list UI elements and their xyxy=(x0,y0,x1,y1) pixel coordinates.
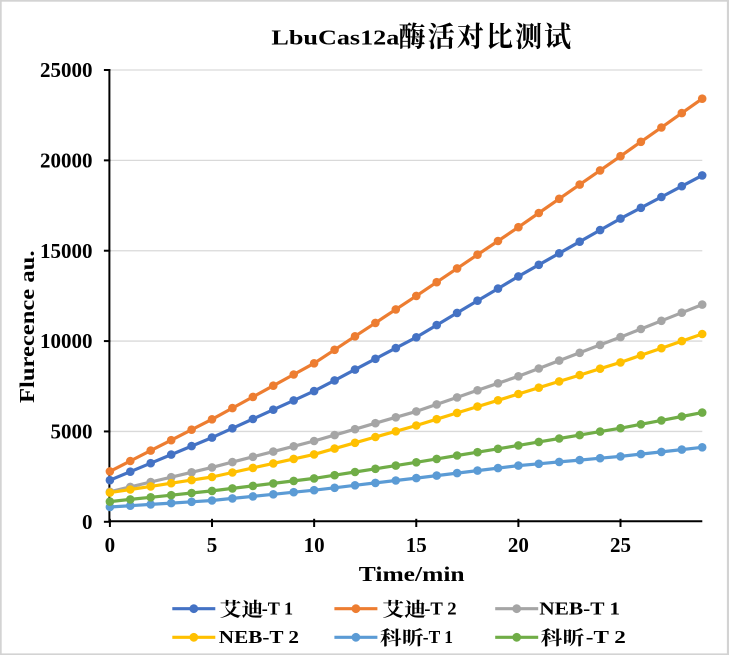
svg-text:5000: 5000 xyxy=(51,420,93,444)
svg-text:0: 0 xyxy=(105,533,116,557)
svg-text:20000: 20000 xyxy=(40,149,93,173)
svg-text:10000: 10000 xyxy=(40,329,93,353)
svg-text:-T 1: -T 1 xyxy=(262,599,293,619)
svg-text:Time/min: Time/min xyxy=(359,563,465,586)
svg-text:15: 15 xyxy=(406,533,427,557)
svg-text:-T 1: -T 1 xyxy=(423,627,453,647)
svg-text:-T 2: -T 2 xyxy=(424,599,456,619)
svg-text:0: 0 xyxy=(82,510,93,534)
svg-text:20: 20 xyxy=(508,533,529,557)
svg-text:LbuCas12a: LbuCas12a xyxy=(271,27,399,50)
svg-text:10: 10 xyxy=(304,533,325,557)
svg-text:NEB-T 2: NEB-T 2 xyxy=(219,628,299,647)
svg-text:NEB-T 1: NEB-T 1 xyxy=(539,599,620,619)
svg-text:25000: 25000 xyxy=(40,58,93,82)
svg-text:5: 5 xyxy=(207,533,218,557)
svg-text:Flurecence au.: Flurecence au. xyxy=(15,251,38,403)
svg-text:25: 25 xyxy=(610,533,631,557)
svg-text:-T 2: -T 2 xyxy=(586,628,626,647)
svg-text:15000: 15000 xyxy=(40,239,93,263)
